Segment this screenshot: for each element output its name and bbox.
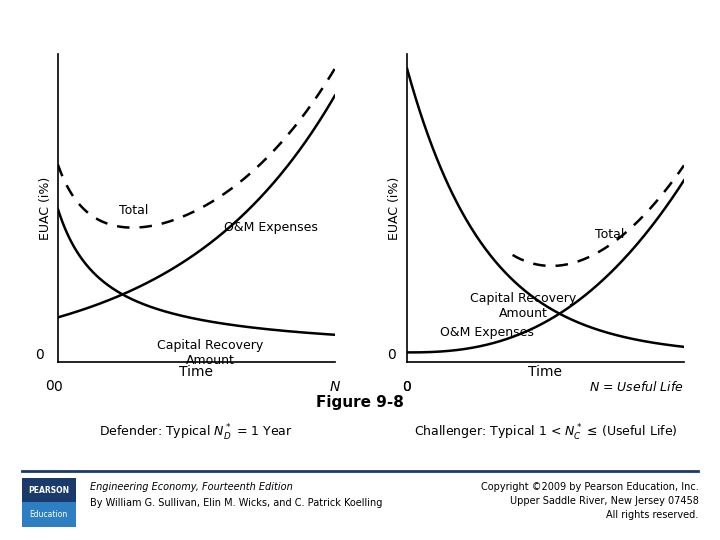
Text: PEARSON: PEARSON [28, 485, 69, 495]
Y-axis label: EUAC (i%): EUAC (i%) [39, 176, 52, 240]
Text: Figure 9-8: Figure 9-8 [316, 395, 404, 410]
X-axis label: Time: Time [179, 364, 213, 379]
X-axis label: Time: Time [528, 364, 562, 379]
Text: $N$ = Useful Life: $N$ = Useful Life [589, 380, 684, 394]
Text: O&M Expenses: O&M Expenses [440, 326, 534, 339]
Text: Upper Saddle River, New Jersey 07458: Upper Saddle River, New Jersey 07458 [510, 496, 698, 506]
Text: Challenger: Typical 1 < $N_C^*$ ≤ (Useful Life): Challenger: Typical 1 < $N_C^*$ ≤ (Usefu… [413, 423, 678, 443]
Text: O&M Expenses: O&M Expenses [224, 221, 318, 234]
Text: Capital Recovery
Amount: Capital Recovery Amount [470, 292, 576, 320]
Text: 0: 0 [53, 380, 62, 394]
Text: 0: 0 [45, 379, 54, 393]
Text: Copyright ©2009 by Pearson Education, Inc.: Copyright ©2009 by Pearson Education, In… [481, 482, 698, 492]
Bar [22, 502, 76, 526]
Text: 0: 0 [402, 380, 411, 394]
Text: By William G. Sullivan, Elin M. Wicks, and C. Patrick Koelling: By William G. Sullivan, Elin M. Wicks, a… [90, 498, 382, 508]
Text: Total: Total [595, 228, 625, 241]
Text: Education: Education [30, 510, 68, 519]
Text: 0: 0 [402, 380, 411, 394]
Text: 0: 0 [387, 348, 396, 362]
Y-axis label: EUAC (i%): EUAC (i%) [388, 176, 401, 240]
Text: 0: 0 [35, 348, 44, 362]
Text: Capital Recovery
Amount: Capital Recovery Amount [157, 340, 264, 367]
Text: $N$: $N$ [329, 380, 341, 394]
Text: Engineering Economy, Fourteenth Edition: Engineering Economy, Fourteenth Edition [90, 482, 293, 492]
Text: Total: Total [119, 204, 148, 217]
Bar [22, 478, 76, 502]
Text: Defender: Typical $N_D^*$ = 1 Year: Defender: Typical $N_D^*$ = 1 Year [99, 423, 293, 443]
Text: All rights reserved.: All rights reserved. [606, 510, 698, 520]
